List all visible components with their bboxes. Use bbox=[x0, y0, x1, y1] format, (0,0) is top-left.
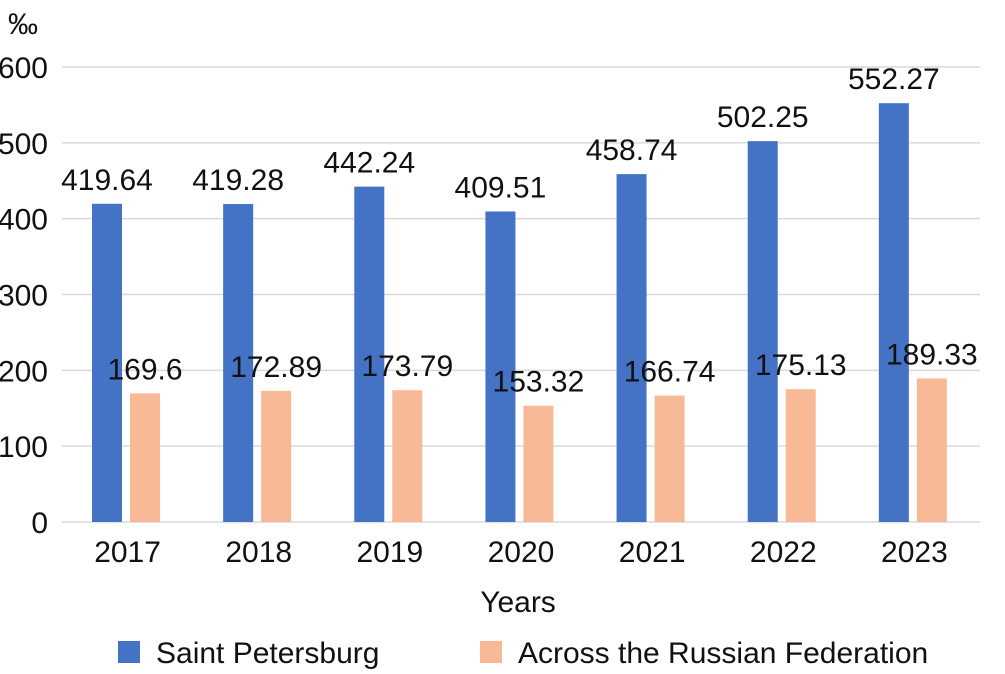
bar-saint-petersburg-2018 bbox=[223, 204, 254, 522]
data-label: 166.74 bbox=[624, 356, 716, 389]
x-tick-label: 2021 bbox=[619, 536, 686, 569]
data-label: 442.24 bbox=[323, 147, 415, 180]
y-tick-label: 0 bbox=[31, 507, 48, 540]
data-label: 419.28 bbox=[192, 164, 284, 197]
bar-russian-federation-2019 bbox=[392, 390, 423, 522]
data-label: 419.64 bbox=[61, 164, 153, 197]
y-tick-label: 200 bbox=[0, 355, 48, 388]
bar-saint-petersburg-2021 bbox=[616, 174, 647, 522]
data-label: 172.89 bbox=[230, 351, 322, 384]
y-tick-label: 300 bbox=[0, 280, 48, 313]
y-tick-labels: 0 100 200 300 400 500 600 bbox=[0, 52, 48, 540]
data-labels: 419.64 169.6 419.28 172.89 442.24 173.79 409.5… bbox=[61, 63, 978, 399]
data-label: 153.32 bbox=[493, 366, 585, 399]
bar-saint-petersburg-2019 bbox=[354, 186, 385, 522]
y-tick-label: 600 bbox=[0, 52, 48, 85]
bars bbox=[92, 103, 947, 523]
bar-russian-federation-2023 bbox=[916, 378, 947, 522]
y-tick-label: 500 bbox=[0, 128, 48, 161]
y-tick-label: 100 bbox=[0, 431, 48, 464]
data-label: 409.51 bbox=[455, 171, 547, 204]
x-tick-label: 2022 bbox=[750, 536, 817, 569]
bar-russian-federation-2021 bbox=[654, 395, 685, 522]
x-tick-labels: 2017 2018 2019 2020 2021 2022 2023 bbox=[94, 536, 948, 569]
legend: Saint Petersburg Across the Russian Feder… bbox=[118, 637, 928, 670]
x-tick-label: 2020 bbox=[488, 536, 555, 569]
bar-russian-federation-2017 bbox=[130, 393, 160, 522]
legend-swatch bbox=[480, 641, 502, 663]
bar-saint-petersburg-2020 bbox=[485, 211, 516, 523]
data-label: 458.74 bbox=[586, 134, 678, 167]
data-label: 502.25 bbox=[717, 101, 809, 134]
x-tick-label: 2023 bbox=[881, 536, 948, 569]
data-label: 175.13 bbox=[755, 349, 847, 382]
data-label: 189.33 bbox=[886, 338, 978, 371]
bar-russian-federation-2020 bbox=[523, 405, 554, 522]
gridlines bbox=[62, 66, 980, 523]
data-label: 173.79 bbox=[361, 350, 453, 383]
x-tick-label: 2019 bbox=[356, 536, 423, 569]
y-tick-label: 400 bbox=[0, 204, 48, 237]
legend-label: Across the Russian Federation bbox=[518, 637, 928, 670]
data-label: 552.27 bbox=[848, 63, 940, 96]
bar-russian-federation-2022 bbox=[785, 389, 816, 522]
y-unit-label: ‰ bbox=[8, 8, 38, 41]
data-label: 169.6 bbox=[107, 353, 182, 386]
legend-label: Saint Petersburg bbox=[156, 637, 379, 670]
bar-saint-petersburg-2023 bbox=[878, 103, 909, 522]
bar-russian-federation-2018 bbox=[261, 390, 292, 522]
bar-saint-petersburg-2017 bbox=[92, 203, 122, 522]
x-axis-title: Years bbox=[480, 586, 556, 619]
legend-swatch bbox=[118, 641, 140, 663]
x-tick-label: 2018 bbox=[225, 536, 292, 569]
x-tick-label: 2017 bbox=[94, 536, 161, 569]
bar-saint-petersburg-2022 bbox=[747, 141, 778, 523]
